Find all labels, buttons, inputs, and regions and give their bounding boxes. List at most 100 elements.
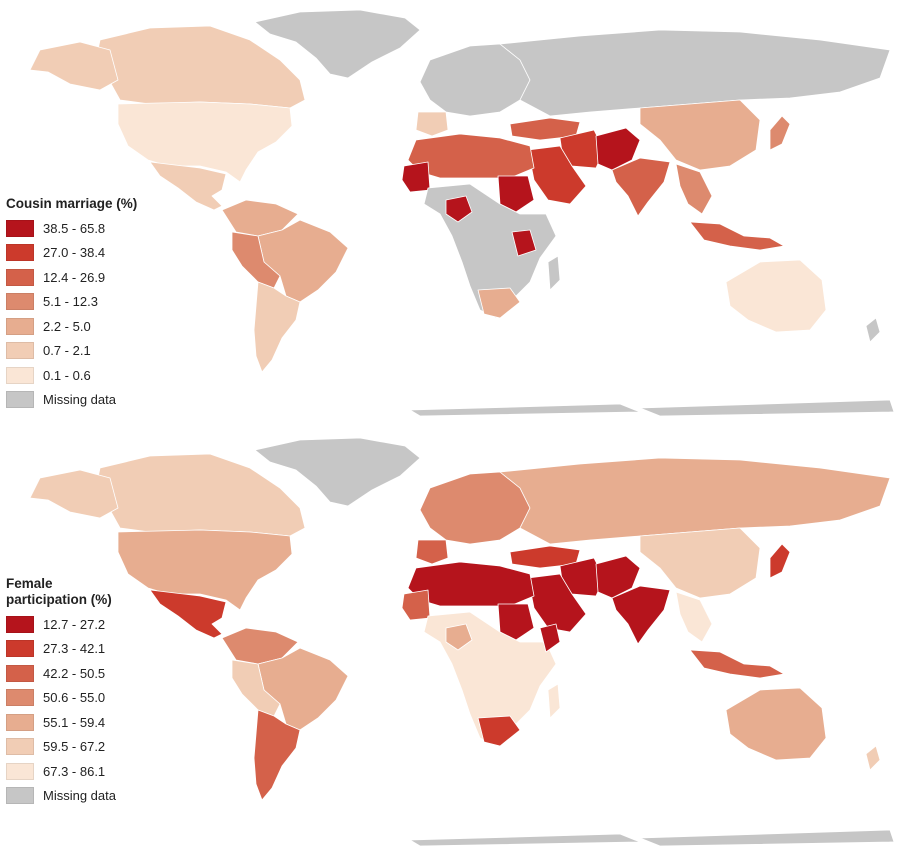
- legend-label: 27.3 - 42.1: [43, 641, 106, 657]
- legend-label: 2.2 - 5.0: [43, 318, 91, 334]
- legend-label: 67.3 - 86.1: [43, 763, 106, 779]
- region-alaska: [29, 469, 119, 519]
- legend-swatch: [6, 762, 34, 780]
- region-south-africa: [477, 287, 521, 319]
- legend-item: 2.2 - 5.0: [6, 314, 137, 339]
- legend-item: 12.4 - 26.9: [6, 265, 137, 290]
- region-europe: [419, 43, 531, 117]
- region-australia: [725, 687, 827, 761]
- legend-label: 50.6 - 55.0: [43, 690, 106, 706]
- region-europe: [419, 471, 531, 545]
- region-new-zealand: [865, 745, 881, 771]
- region-antarctica: [409, 399, 895, 417]
- legend-label: 12.4 - 26.9: [43, 269, 106, 285]
- region-iberia: [415, 539, 449, 565]
- legend-item: 42.2 - 50.5: [6, 661, 116, 686]
- female-participation-legend: Female participation (%) 12.7 - 27.2 27.…: [6, 576, 116, 808]
- legend-swatch: [6, 664, 34, 682]
- legend-label: 0.1 - 0.6: [43, 367, 91, 383]
- legend-item: 5.1 - 12.3: [6, 290, 137, 315]
- legend-swatch: [6, 342, 34, 360]
- legend-label: 5.1 - 12.3: [43, 294, 98, 310]
- legend-swatch: [6, 787, 34, 805]
- legend-item: 50.6 - 55.0: [6, 686, 116, 711]
- region-usa: [117, 529, 293, 611]
- legend-swatch: [6, 366, 34, 384]
- legend-item: 55.1 - 59.4: [6, 710, 116, 735]
- legend-label: 0.7 - 2.1: [43, 343, 91, 359]
- region-mauritania: [401, 589, 431, 621]
- region-mauritania: [401, 161, 431, 193]
- region-pakistan-afghanistan: [595, 127, 641, 171]
- legend-title: Cousin marriage (%): [6, 196, 138, 211]
- legend-item: 27.0 - 38.4: [6, 241, 137, 266]
- legend-label: Missing data: [43, 392, 116, 408]
- legend-label: 55.1 - 59.4: [43, 714, 106, 730]
- region-greenland: [254, 437, 421, 507]
- legend-item: 27.3 - 42.1: [6, 637, 116, 662]
- cousin-marriage-map-panel: Cousin marriage (%) 38.5 - 65.8 27.0 - 3…: [0, 0, 907, 420]
- legend-item: 59.5 - 67.2: [6, 735, 116, 760]
- region-indonesia: [689, 649, 785, 679]
- region-usa: [117, 101, 293, 183]
- region-madagascar: [547, 683, 561, 719]
- region-russia: [499, 29, 891, 117]
- region-southeast-asia: [675, 591, 713, 643]
- region-sudan: [497, 175, 535, 213]
- legend-label: 12.7 - 27.2: [43, 616, 106, 632]
- legend-swatch: [6, 615, 34, 633]
- legend-label: Missing data: [43, 788, 116, 804]
- female-participation-map-panel: Female participation (%) 12.7 - 27.2 27.…: [0, 428, 907, 852]
- legend-swatch: [6, 738, 34, 756]
- region-somalia: [539, 623, 561, 653]
- legend-swatch: [6, 391, 34, 409]
- region-india: [611, 585, 671, 645]
- region-tanzania: [511, 229, 537, 257]
- region-pakistan-afghanistan: [595, 555, 641, 599]
- region-southeast-asia: [675, 163, 713, 215]
- legend-swatch: [6, 244, 34, 262]
- region-nigeria: [445, 623, 473, 651]
- legend-item: 0.1 - 0.6: [6, 363, 137, 388]
- legend-item: Missing data: [6, 388, 137, 413]
- cousin-marriage-legend: Cousin marriage (%) 38.5 - 65.8 27.0 - 3…: [6, 196, 137, 412]
- legend-item: 67.3 - 86.1: [6, 759, 116, 784]
- legend-label: 42.2 - 50.5: [43, 665, 106, 681]
- legend-label: 59.5 - 67.2: [43, 739, 106, 755]
- legend-swatch: [6, 268, 34, 286]
- legend-item: Missing data: [6, 784, 116, 809]
- legend-label: 27.0 - 38.4: [43, 245, 106, 261]
- region-southern-cone: [253, 709, 301, 801]
- legend-swatch: [6, 317, 34, 335]
- female-participation-map: [29, 437, 895, 847]
- region-indonesia: [689, 221, 785, 251]
- region-colombia-venezuela: [221, 199, 299, 237]
- legend-swatch: [6, 293, 34, 311]
- region-greenland: [254, 9, 421, 79]
- region-japan: [769, 115, 791, 151]
- legend-item: 0.7 - 2.1: [6, 339, 137, 364]
- region-australia: [725, 259, 827, 333]
- region-alaska: [29, 41, 119, 91]
- region-arabia: [527, 145, 587, 205]
- region-southern-cone: [253, 281, 301, 373]
- region-iberia: [415, 111, 449, 137]
- legend-swatch: [6, 640, 34, 658]
- legend-item: 12.7 - 27.2: [6, 612, 116, 637]
- legend-swatch: [6, 689, 34, 707]
- region-antarctica: [409, 829, 895, 847]
- legend-item: 38.5 - 65.8: [6, 216, 137, 241]
- legend-label: 38.5 - 65.8: [43, 220, 106, 236]
- region-south-africa: [477, 715, 521, 747]
- region-madagascar: [547, 255, 561, 291]
- region-arabia: [527, 573, 587, 633]
- region-sudan: [497, 603, 535, 641]
- region-china: [639, 527, 761, 599]
- legend-swatch: [6, 713, 34, 731]
- region-mexico: [149, 161, 227, 211]
- region-japan: [769, 543, 791, 579]
- region-russia: [499, 457, 891, 545]
- region-new-zealand: [865, 317, 881, 343]
- region-canada: [94, 25, 306, 109]
- region-mexico: [149, 589, 227, 639]
